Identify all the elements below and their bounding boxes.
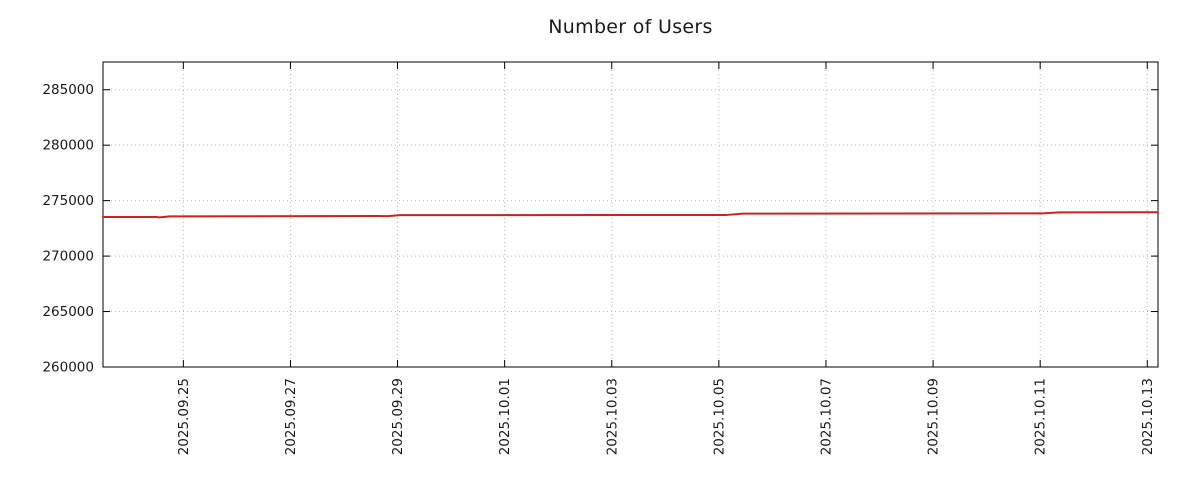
series-line-number-of-users — [102, 211, 1159, 219]
x-tick-label: 2025.10.03 — [604, 378, 620, 455]
y-tick-label: 285000 — [42, 82, 94, 98]
x-tick-label: 2025.10.09 — [926, 378, 942, 455]
x-tick-label: 2025.10.05 — [711, 378, 727, 455]
x-tick-label: 2025.10.11 — [1033, 378, 1049, 455]
x-tick-label: 2025.09.25 — [176, 378, 192, 455]
y-tick-label: 280000 — [42, 138, 94, 154]
x-tick-label: 2025.10.13 — [1140, 378, 1156, 455]
chart-title: Number of Users — [548, 16, 713, 38]
x-tick-label: 2025.10.07 — [818, 378, 834, 455]
y-tick-label: 260000 — [42, 360, 94, 376]
x-tick-label: 2025.10.01 — [497, 378, 513, 455]
x-tick-label: 2025.09.27 — [283, 378, 299, 455]
y-tick-label: 270000 — [42, 249, 94, 265]
y-tick-label: 275000 — [42, 193, 94, 209]
y-tick-label: 265000 — [42, 304, 94, 320]
plot-border — [102, 61, 1159, 368]
x-tick-label: 2025.09.29 — [390, 378, 406, 455]
